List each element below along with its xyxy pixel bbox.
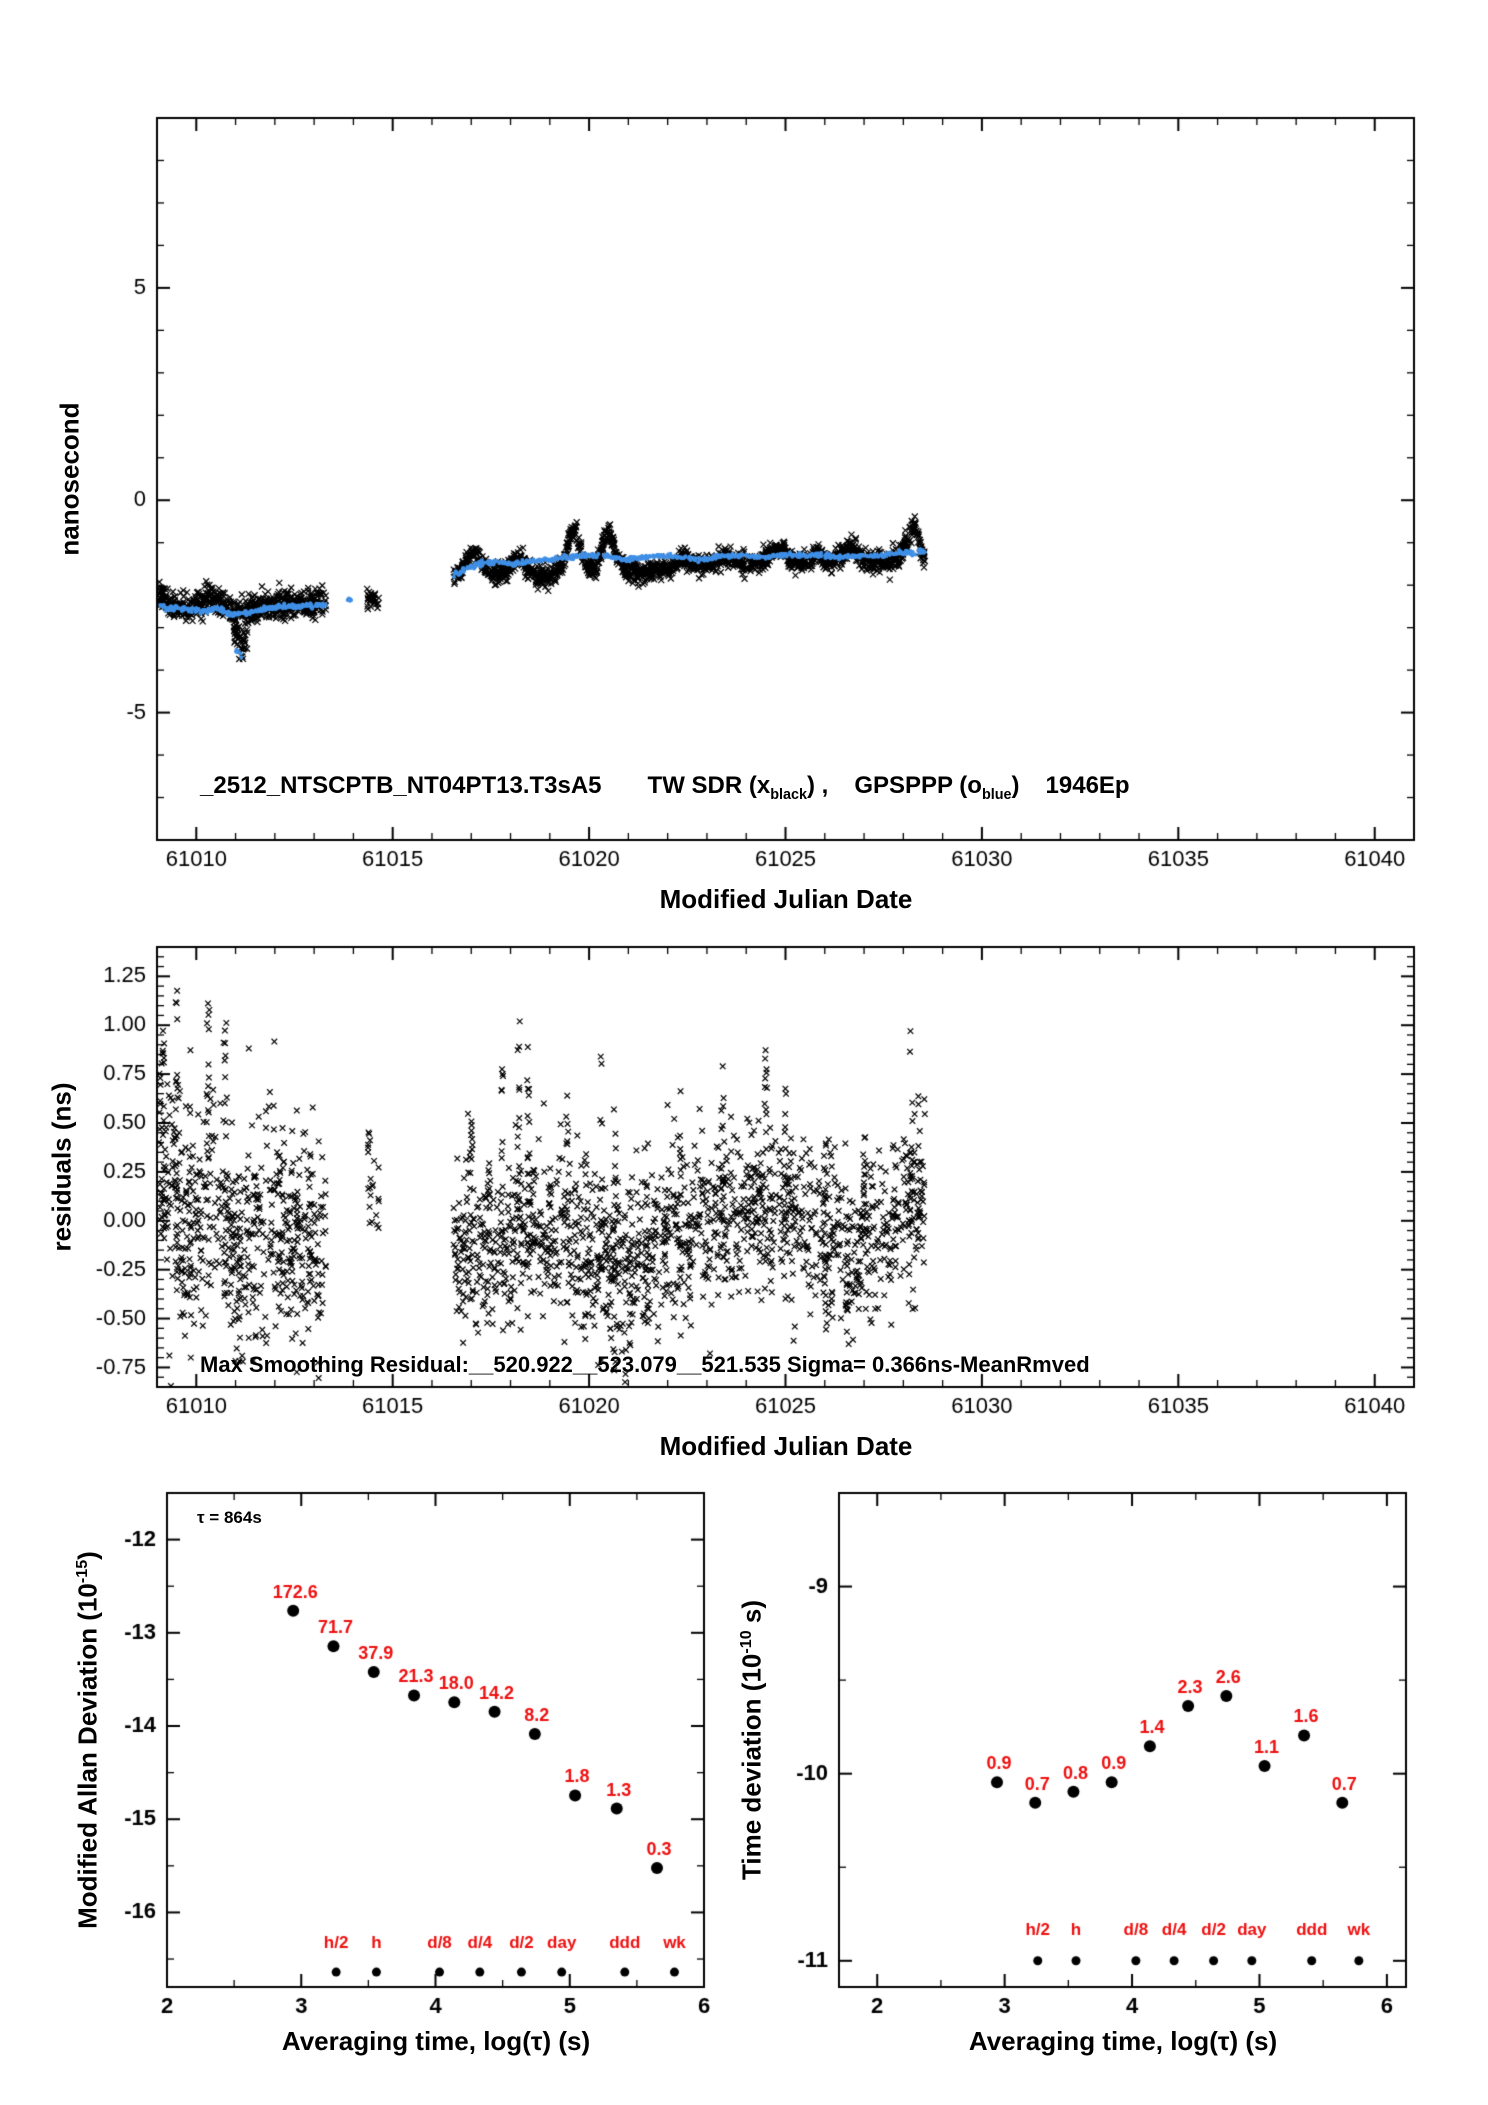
p4-x-axis-label: Averaging time, log(τ) (s)	[968, 2026, 1278, 2056]
p3-x-axis-label: Averaging time, log(τ) (s)	[281, 2026, 591, 2056]
p1-gps-label: GPSPPP (o	[854, 772, 982, 799]
p2-smoothing-annotation: Max Smoothing Residual:__520.922__523.07…	[200, 1352, 1090, 1377]
p1-gps-sub: blue	[981, 786, 1012, 803]
p1-tw-end: ) ,	[807, 772, 829, 799]
p1-x-axis-label: Modified Julian Date	[659, 884, 913, 914]
p3-tau-note: τ = 864s	[197, 1508, 262, 1527]
p3-ylabel-base: Modified Allan Deviation (10	[72, 1583, 103, 1929]
p1-tw-label: TW SDR (x	[647, 772, 771, 799]
p4-y-axis-label: Time deviation (10-10 s)	[737, 1600, 768, 1880]
p1-dataset-id: _2512_NTSCPTB_NT04PT13.T3sA5	[200, 772, 602, 799]
p1-y-axis-label: nanosecond	[54, 402, 85, 556]
p1-title-annotation: _2512_NTSCPTB_NT04PT13.T3sA5 TW SDR (xbla…	[200, 772, 1130, 803]
p4-ylabel-exponent: -10	[736, 1630, 755, 1654]
p3-ylabel-end: )	[72, 1551, 103, 1560]
p4-ylabel-base: Time deviation (10	[736, 1653, 767, 1881]
p2-y-axis-label: residuals (ns)	[46, 1082, 77, 1252]
p1-epoch: 1946Ep	[1045, 772, 1130, 799]
p3-y-axis-label: Modified Allan Deviation (10-15)	[73, 1551, 104, 1929]
p1-tw-sub: black	[770, 786, 808, 803]
p2-x-axis-label: Modified Julian Date	[659, 1431, 913, 1461]
p3-ylabel-exponent: -15	[72, 1559, 91, 1584]
p1-gps-end: )	[1011, 772, 1020, 799]
p4-ylabel-end: s)	[736, 1599, 767, 1631]
